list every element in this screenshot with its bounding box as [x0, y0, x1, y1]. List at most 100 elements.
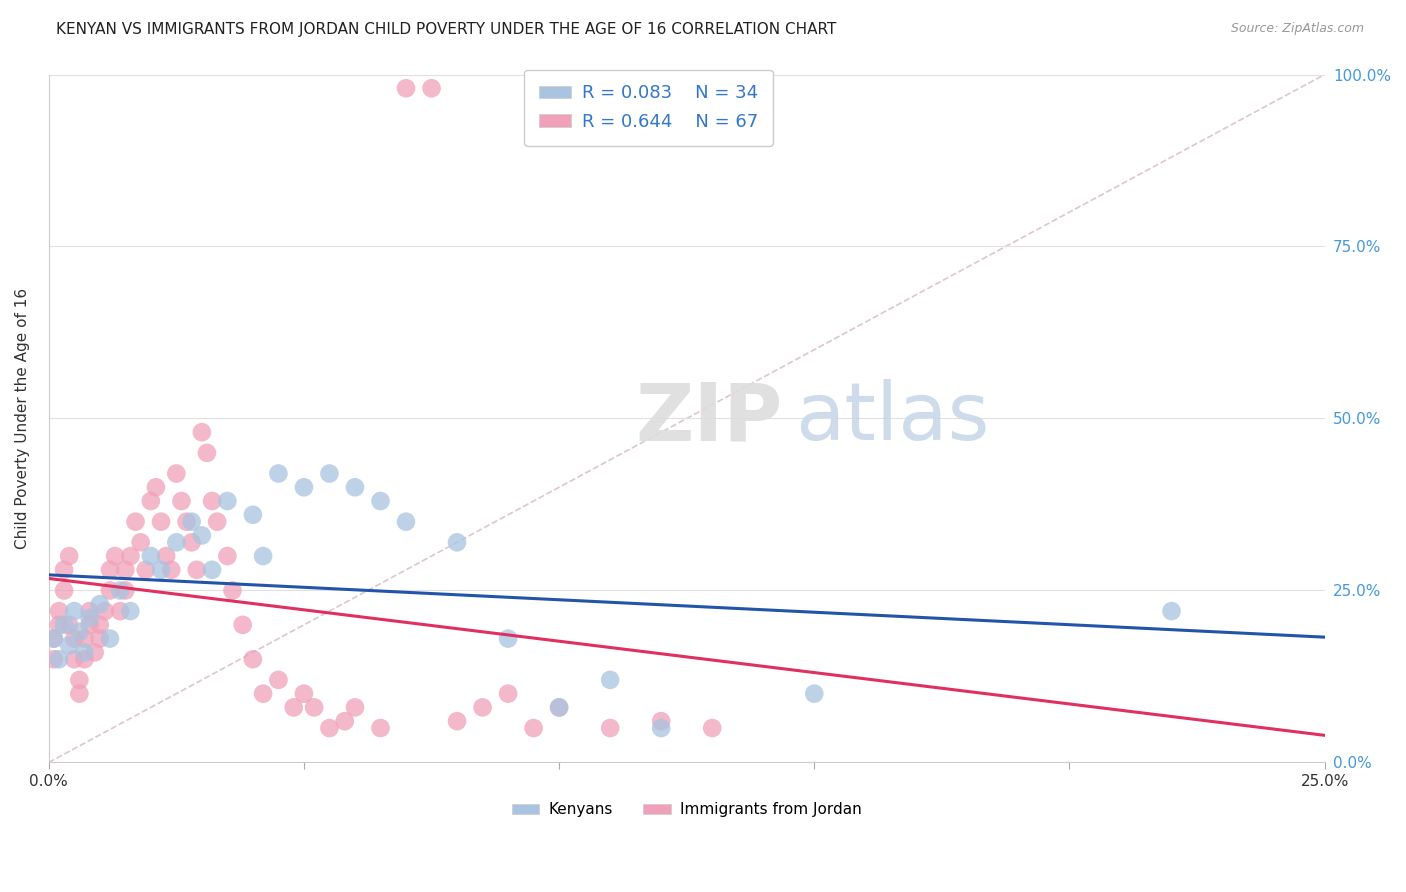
Point — [89, 618, 111, 632]
Point — [548, 700, 571, 714]
Point — [63, 632, 86, 646]
Point — [343, 480, 366, 494]
Point — [267, 673, 290, 687]
Point — [217, 549, 239, 563]
Point — [53, 583, 76, 598]
Point — [48, 604, 70, 618]
Point — [67, 624, 90, 639]
Point — [135, 563, 157, 577]
Point — [42, 652, 65, 666]
Point — [165, 467, 187, 481]
Point — [283, 700, 305, 714]
Text: KENYAN VS IMMIGRANTS FROM JORDAN CHILD POVERTY UNDER THE AGE OF 16 CORRELATION C: KENYAN VS IMMIGRANTS FROM JORDAN CHILD P… — [56, 22, 837, 37]
Y-axis label: Child Poverty Under the Age of 16: Child Poverty Under the Age of 16 — [15, 288, 30, 549]
Point — [195, 446, 218, 460]
Point — [104, 549, 127, 563]
Point — [53, 618, 76, 632]
Point — [318, 721, 340, 735]
Point — [98, 583, 121, 598]
Point — [201, 563, 224, 577]
Point — [120, 604, 142, 618]
Point — [292, 480, 315, 494]
Point — [48, 652, 70, 666]
Point — [318, 467, 340, 481]
Point — [124, 515, 146, 529]
Point — [599, 721, 621, 735]
Point — [180, 515, 202, 529]
Point — [165, 535, 187, 549]
Point — [803, 687, 825, 701]
Point — [120, 549, 142, 563]
Point — [395, 81, 418, 95]
Point — [170, 494, 193, 508]
Point — [89, 632, 111, 646]
Point — [139, 494, 162, 508]
Point — [242, 652, 264, 666]
Point — [302, 700, 325, 714]
Point — [232, 618, 254, 632]
Point — [176, 515, 198, 529]
Point — [98, 632, 121, 646]
Point — [108, 583, 131, 598]
Point — [79, 618, 101, 632]
Point — [58, 639, 80, 653]
Point — [145, 480, 167, 494]
Point — [48, 618, 70, 632]
Point — [446, 714, 468, 728]
Legend: Kenyans, Immigrants from Jordan: Kenyans, Immigrants from Jordan — [506, 797, 868, 823]
Point — [333, 714, 356, 728]
Point — [150, 563, 173, 577]
Point — [108, 604, 131, 618]
Point — [83, 645, 105, 659]
Text: Source: ZipAtlas.com: Source: ZipAtlas.com — [1230, 22, 1364, 36]
Point — [252, 687, 274, 701]
Point — [160, 563, 183, 577]
Point — [599, 673, 621, 687]
Point — [548, 700, 571, 714]
Point — [267, 467, 290, 481]
Point — [42, 632, 65, 646]
Point — [650, 714, 672, 728]
Point — [252, 549, 274, 563]
Point — [53, 563, 76, 577]
Text: ZIP: ZIP — [636, 379, 782, 458]
Point — [1160, 604, 1182, 618]
Point — [496, 632, 519, 646]
Point — [63, 604, 86, 618]
Point — [395, 515, 418, 529]
Point — [343, 700, 366, 714]
Point — [98, 563, 121, 577]
Point — [67, 687, 90, 701]
Point — [94, 604, 117, 618]
Point — [114, 583, 136, 598]
Point — [523, 721, 546, 735]
Point — [73, 645, 96, 659]
Point — [79, 611, 101, 625]
Point — [370, 721, 392, 735]
Point — [446, 535, 468, 549]
Point — [89, 597, 111, 611]
Point — [217, 494, 239, 508]
Point — [67, 673, 90, 687]
Point — [650, 721, 672, 735]
Point — [129, 535, 152, 549]
Point — [702, 721, 724, 735]
Point — [73, 632, 96, 646]
Point — [155, 549, 177, 563]
Point — [180, 535, 202, 549]
Point — [114, 563, 136, 577]
Point — [191, 425, 214, 440]
Point — [420, 81, 443, 95]
Point — [496, 687, 519, 701]
Point — [73, 652, 96, 666]
Point — [471, 700, 494, 714]
Point — [370, 494, 392, 508]
Point — [242, 508, 264, 522]
Point — [58, 549, 80, 563]
Point — [139, 549, 162, 563]
Point — [63, 652, 86, 666]
Point — [150, 515, 173, 529]
Text: atlas: atlas — [796, 379, 990, 458]
Point — [42, 632, 65, 646]
Point — [186, 563, 208, 577]
